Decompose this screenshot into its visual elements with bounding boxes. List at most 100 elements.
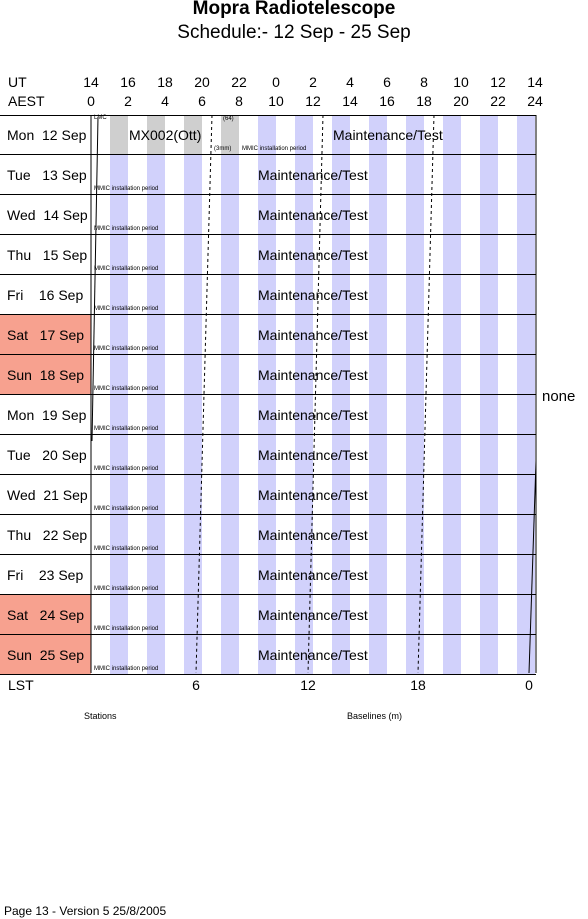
hour-stripe [221,155,239,675]
day-label: Sat 17 Sep [0,315,91,355]
aest-tick: 16 [379,93,395,109]
day-label: Thu 22 Sep [7,527,88,543]
day-note: MMIC installation period [94,626,159,632]
ut-tick: 10 [453,74,469,90]
day-note: MMIC installation period [94,426,159,432]
hour-stripe [147,155,165,675]
ut-tick: 16 [120,74,136,90]
baselines-label: Baselines (m) [347,711,403,721]
ut-tick: 14 [83,74,99,90]
aest-tick: 24 [527,93,543,109]
hour-stripe [443,115,461,675]
row-divider [0,434,536,435]
aest-tick: 18 [416,93,432,109]
lst-lines [90,115,537,674]
project-block-mx002-3 [184,115,202,155]
row-divider [0,234,536,235]
day-note: MMIC installation period [94,466,159,472]
project-label: MX002(Ott) [129,127,202,143]
day-note: MMIC installation period [94,506,159,512]
day-label: Mon 12 Sep [7,127,87,143]
day-label: Sun 25 Sep [0,635,91,675]
row-divider [0,634,536,635]
aest-tick: 20 [453,93,469,109]
aest-tick: 14 [342,93,358,109]
day-label: Mon 19 Sep [7,407,87,423]
lst-tick: 18 [410,677,426,693]
ut-tick: 18 [157,74,173,90]
hour-stripe [258,115,276,675]
day-label: Fri 23 Sep [7,567,84,583]
page-footer: Page 13 - Version 5 25/8/2005 [4,904,167,918]
ut-axis-label: UT [8,74,27,90]
page-subtitle: Schedule:- 12 Sep - 25 Sep [177,22,411,43]
lst-line-18 [417,115,435,674]
day-note: MMIC installation period [94,666,159,672]
day-note: MMIC installation period [94,386,159,392]
side-label-none: none [542,388,576,405]
day-label: Sat 24 Sep [0,595,91,635]
aest-tick: 12 [305,93,321,109]
lst-line-lmc [91,116,99,442]
row-divider [0,314,536,315]
day-label: Tue 20 Sep [7,447,87,463]
row-divider [0,354,536,355]
aest-tick: 22 [490,93,506,109]
project-block-64 [221,115,239,155]
lst-axis-label: LST [8,677,34,693]
day-note: MMIC installation period [94,226,159,232]
day-note: MMIC installation period [94,186,159,192]
day-note: MMIC installation period [94,586,159,592]
day-activity: Maintenance/Test [258,567,368,583]
day-activity: Maintenance/Test [258,287,368,303]
ut-tick: 12 [490,74,506,90]
day-label: Sun 18 Sep [0,355,91,395]
aest-tick: 10 [268,93,284,109]
lst-tick: 12 [300,677,316,693]
day-activity: Maintenance/Test [258,367,368,383]
day-label: Wed 14 Sep [7,207,88,223]
day-activity: Maintenance/Test [258,207,368,223]
lst-line-6 [195,115,213,674]
aest-tick: 4 [161,93,169,109]
lst-line-0 [528,460,537,674]
day-label: Fri 16 Sep [7,287,84,303]
ut-tick: 0 [272,74,280,90]
hour-stripe [517,115,535,675]
hour-stripe [406,115,424,675]
day-activity: Maintenance/Test [258,607,368,623]
stations-label: Stations [84,711,117,721]
day-activity: Maintenance/Test [333,127,443,143]
row-divider [0,154,536,155]
row-divider [0,474,536,475]
band-label: (3mm) [214,146,232,152]
aest-tick: 6 [198,93,206,109]
schedule-grid: Mon 12 Sep Maintenance/Test Tue 13 Sep Main… [0,115,588,675]
page-title: Mopra Radiotelescope [192,0,396,19]
ut-tick: 8 [420,74,428,90]
day-label: Thu 15 Sep [7,247,88,263]
project-block-mx002-2 [147,115,165,155]
ut-tick: 2 [309,74,317,90]
aest-tick: 8 [235,93,243,109]
lst-tick: 0 [525,677,533,693]
day-note: MMIC installation period [94,266,159,272]
row-divider [0,674,536,675]
hour-stripe [332,115,350,675]
first-day-note: MMIC installation period [242,146,307,152]
hour-stripe [369,115,387,675]
day-note: MMIC installation period [94,306,159,312]
lst-line-12 [307,115,324,674]
day-activity: Maintenance/Test [258,327,368,343]
hour-stripe [295,115,313,675]
day-activity: Maintenance/Test [258,527,368,543]
ut-tick: 14 [527,74,543,90]
day-activity: Maintenance/Test [258,247,368,263]
count-label: (64) [223,116,234,122]
day-activity: Maintenance/Test [258,407,368,423]
lmc-label: LMC [94,115,107,121]
day-label: Wed 21 Sep [7,487,88,503]
day-note: MMIC installation period [94,346,159,352]
hour-stripe [480,115,498,675]
row-divider [0,194,536,195]
